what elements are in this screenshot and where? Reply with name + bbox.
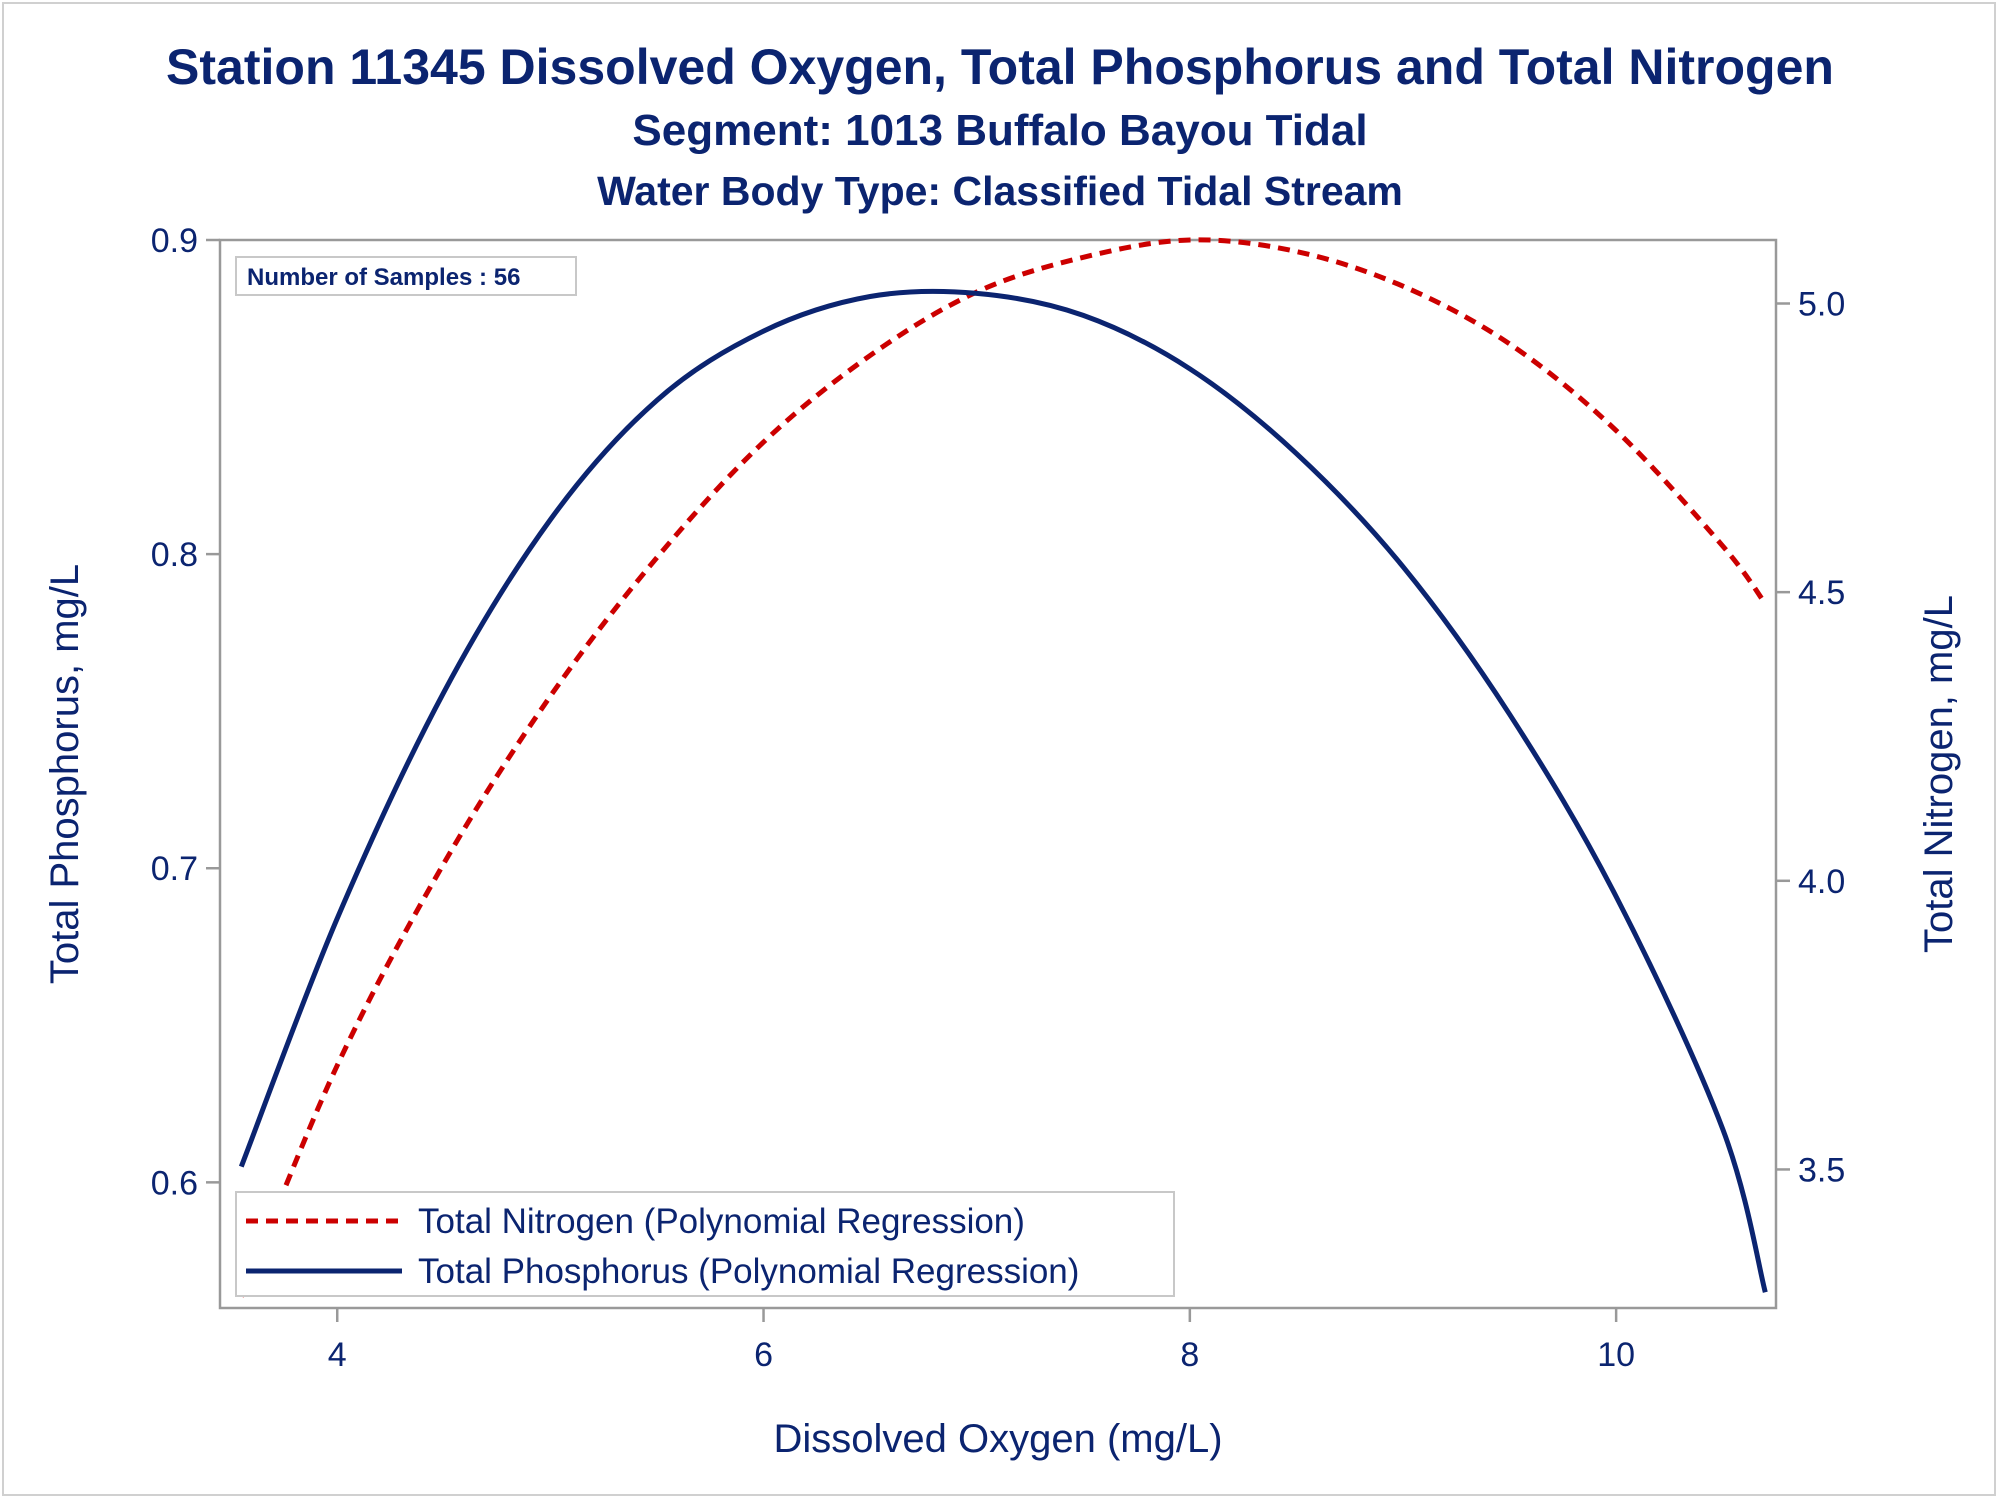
x-tick-label: 10 bbox=[1597, 1336, 1635, 1374]
y-axis-right-title: Total Nitrogen, mg/L bbox=[1917, 595, 1961, 953]
legend-label-nitrogen: Total Nitrogen (Polynomial Regression) bbox=[418, 1202, 1025, 1241]
x-tick-label: 6 bbox=[754, 1336, 773, 1374]
y-tick-label: 0.8 bbox=[151, 536, 198, 574]
plot-area bbox=[218, 238, 1778, 1310]
y2-tick-label: 4.5 bbox=[1798, 574, 1845, 612]
y2-tick-label: 5.0 bbox=[1798, 286, 1845, 324]
y-axis-right: 3.5 4.0 4.5 5.0 bbox=[1776, 286, 1845, 1189]
sample-count-inset: Number of Samples : 56 bbox=[235, 256, 577, 296]
y-tick-label: 0.7 bbox=[151, 850, 198, 888]
y2-tick-label: 4.0 bbox=[1798, 863, 1845, 901]
chart-title: Station 11345 Dissolved Oxygen, Total Ph… bbox=[166, 39, 1834, 95]
x-tick-label: 4 bbox=[328, 1336, 347, 1374]
y2-tick-label: 3.5 bbox=[1798, 1151, 1845, 1189]
sample-count-label: Number of Samples : 56 bbox=[247, 264, 520, 291]
y-tick-label: 0.6 bbox=[151, 1164, 198, 1202]
series-phosphorus-line bbox=[238, 288, 1768, 1293]
series-nitrogen-line bbox=[238, 237, 1768, 1298]
x-axis: 4 6 8 10 bbox=[328, 1308, 1635, 1374]
inset-box bbox=[235, 256, 577, 296]
legend-box bbox=[235, 1191, 1175, 1297]
chart-subtitle-water-body: Water Body Type: Classified Tidal Stream bbox=[597, 168, 1403, 214]
y-tick-label: 0.9 bbox=[151, 222, 198, 260]
legend-label-phosphorus: Total Phosphorus (Polynomial Regression) bbox=[418, 1252, 1079, 1291]
chart-subtitle-segment: Segment: 1013 Buffalo Bayou Tidal bbox=[632, 106, 1368, 155]
y-axis-left-title: Total Phosphorus, mg/L bbox=[43, 564, 87, 984]
x-axis-title: Dissolved Oxygen (mg/L) bbox=[773, 1417, 1222, 1461]
y-axis-left: 0.6 0.7 0.8 0.9 bbox=[151, 222, 220, 1202]
legend: Total Nitrogen (Polynomial Regression) T… bbox=[235, 1191, 1175, 1297]
x-tick-label: 8 bbox=[1180, 1336, 1199, 1374]
series-layer bbox=[238, 237, 1768, 1298]
